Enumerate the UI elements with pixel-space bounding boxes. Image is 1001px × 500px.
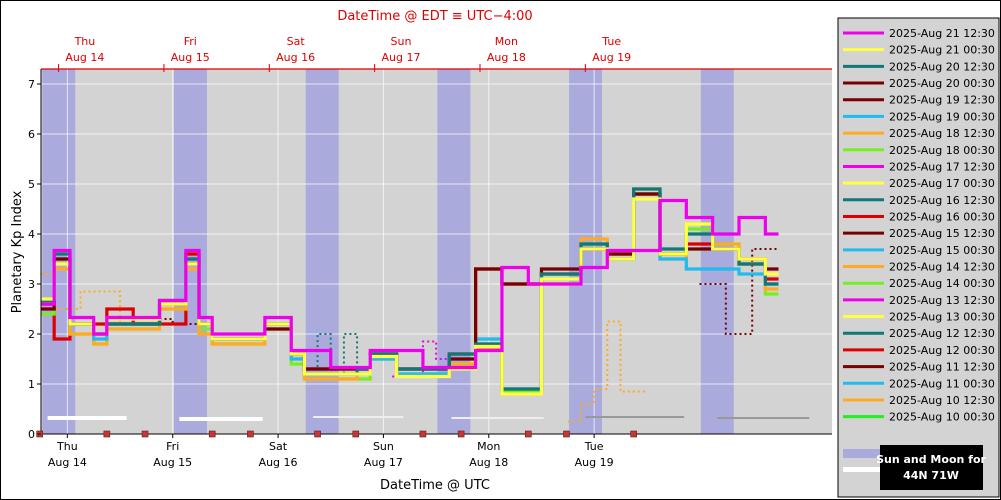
moon-bar [47,416,127,420]
legend-label: 2025-Aug 20 00:30 [889,77,995,90]
top-tick-weekday: Tue [601,35,621,48]
x-tick-labels-bottom: Thu Aug 14 Fri Aug 15 Sat Aug 16 Sun Aug 17 Mon A… [48,434,614,469]
series-lines [41,187,779,423]
legend-label: 2025-Aug 17 12:30 [889,160,995,173]
x-tick-date: Aug 19 [575,456,614,469]
x-tick-labels-top: Thu Aug 14 Fri Aug 15 Sat Aug 16 Sun Aug 17 Mon A… [58,35,631,72]
legend-label: 2025-Aug 11 00:30 [889,377,995,390]
x-tick-date: Aug 14 [48,456,87,469]
legend-label: 2025-Aug 20 12:30 [889,60,995,73]
top-tick-date: Aug 15 [171,51,210,64]
series-line [699,248,779,335]
moon-bar [717,417,810,419]
x-tick-weekday: Fri [166,440,179,453]
series-line [41,198,779,370]
y-axis-label: Planetary Kp Index [10,190,25,313]
y-tick-label: 0 [28,428,35,441]
x-tick-weekday: Mon [477,440,500,453]
legend-night-swatch [843,449,881,458]
top-tick-weekday: Mon [495,35,518,48]
y-tick-label: 7 [28,78,35,91]
y-tick-label: 2 [28,328,35,341]
top-tick-date: Aug 17 [381,51,420,64]
day-marker [103,430,111,438]
moon-bar [451,417,544,419]
night-band [569,69,603,434]
x-tick-weekday: Thu [56,440,78,453]
y-tick-label: 1 [28,378,35,391]
night-band [437,69,471,434]
top-tick-weekday: Sun [391,35,412,48]
day-marker [457,430,465,438]
day-marker [524,430,532,438]
legend-label: 2025-Aug 16 00:30 [889,210,995,223]
legend-label: 2025-Aug 21 00:30 [889,44,995,57]
legend-label: 2025-Aug 12 00:30 [889,344,995,357]
legend-label: 2025-Aug 10 00:30 [889,411,995,424]
legend-label: 2025-Aug 21 12:30 [889,27,995,40]
moon-bar [313,416,404,418]
grid-lines [41,69,832,434]
chart-title: DateTime @ EDT ≡ UTC−4:00 [337,9,532,24]
legend-footer-label: Sun and Moon for [876,453,986,466]
legend-label: 2025-Aug 13 12:30 [889,294,995,307]
moon-bar [585,416,685,418]
day-marker [314,430,321,438]
legend-label: 2025-Aug 15 12:30 [889,227,995,240]
legend-label: 2025-Aug 14 12:30 [889,261,995,274]
x-tick-date: Aug 15 [153,456,192,469]
legend-label: 2025-Aug 15 00:30 [889,244,995,257]
y-tick-label: 4 [28,228,35,241]
top-tick-weekday: Sat [287,35,306,48]
x-tick-date: Aug 17 [364,456,403,469]
day-marker [419,430,427,438]
x-axis-label: DateTime @ UTC [380,478,490,493]
y-tick-label: 3 [28,278,35,291]
day-marker [141,430,149,438]
day-marker [563,430,570,438]
legend-footer-box [880,445,983,490]
legend-label: 2025-Aug 19 12:30 [889,94,995,107]
moon-bars [47,416,810,421]
day-marker [630,430,637,438]
legend-footer-location: 44N 71W [903,469,959,482]
legend-label: 2025-Aug 18 00:30 [889,144,995,157]
night-band [700,69,734,434]
top-tick-date: Aug 16 [276,51,315,64]
top-tick-date: Aug 19 [592,51,631,64]
top-tick-date: Aug 18 [487,51,526,64]
legend-label: 2025-Aug 12 12:30 [889,327,995,340]
top-tick-date: Aug 14 [65,51,104,64]
legend-label: 2025-Aug 16 12:30 [889,194,995,207]
x-tick-weekday: Sun [373,440,394,453]
y-tick-label: 6 [28,128,35,141]
legend-moon-swatch [843,467,881,472]
y-tick-label: 5 [28,178,35,191]
day-marker [247,430,254,438]
x-tick-date: Aug 16 [259,456,298,469]
top-tick-weekday: Fri [184,35,197,48]
moon-bar [179,417,263,421]
x-tick-weekday: Tue [584,440,604,453]
day-marker [352,430,360,438]
legend-label: 2025-Aug 17 00:30 [889,177,995,190]
x-tick-weekday: Sat [269,440,288,453]
day-marker [208,430,216,438]
x-tick-date: Aug 18 [469,456,508,469]
legend-label: 2025-Aug 19 00:30 [889,110,995,123]
y-tick-labels: 0 1 2 3 4 5 6 7 [28,78,41,441]
legend-label: 2025-Aug 18 12:30 [889,127,995,140]
top-tick-weekday: Thu [74,35,96,48]
legend-label: 2025-Aug 13 00:30 [889,311,995,324]
legend-label: 2025-Aug 14 00:30 [889,277,995,290]
legend: 2025-Aug 21 12:30 2025-Aug 21 00:30 2025-A… [837,17,1000,498]
legend-label: 2025-Aug 11 12:30 [889,361,995,374]
legend-label: 2025-Aug 10 12:30 [889,394,995,407]
